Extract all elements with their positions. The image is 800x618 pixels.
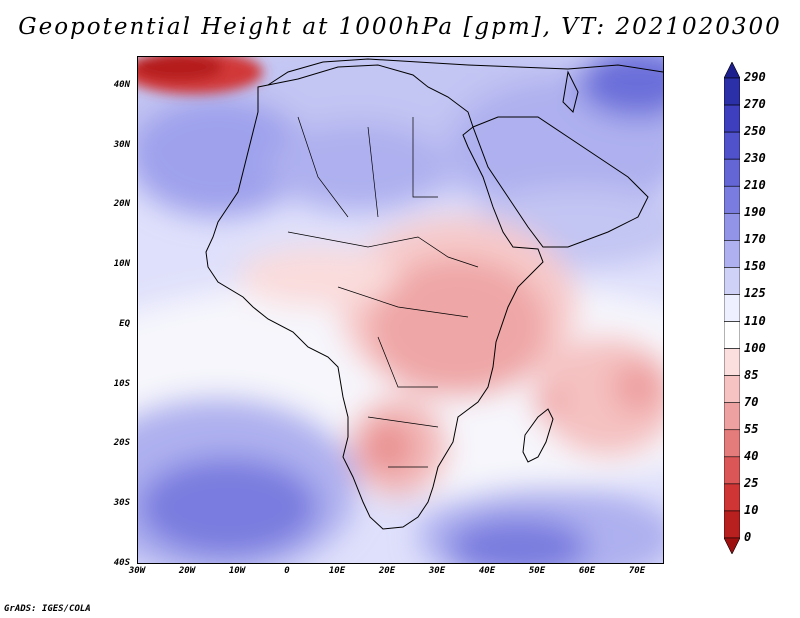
y-axis-label: 30S (113, 497, 130, 508)
colorbar-label: 210 (744, 178, 766, 193)
colorbar-swatch (724, 158, 740, 187)
grads-credit: GrADS: IGES/COLA (4, 604, 91, 614)
x-axis-label: 30E (428, 566, 446, 576)
colorbar (724, 62, 740, 554)
y-axis-label: 10S (113, 378, 130, 389)
colorbar-swatch (724, 483, 740, 512)
colorbar-label: 190 (744, 205, 766, 220)
colorbar-top-arrow (724, 62, 740, 79)
colorbar-swatch (724, 294, 740, 322)
x-axis-label: 70E (628, 566, 646, 576)
colorbar-label: 85 (744, 367, 759, 382)
colorbar-swatch (724, 267, 740, 295)
europe-coastline (267, 58, 663, 86)
colorbar-swatch (724, 104, 740, 133)
colorbar-label: 290 (744, 70, 766, 84)
colorbar-bottom-arrow (724, 537, 740, 554)
colorbar-swatch (724, 212, 740, 241)
colorbar-label: 170 (744, 232, 766, 247)
africa-coastline (205, 64, 544, 530)
height-field (138, 57, 663, 563)
colorbar-label: 40 (744, 448, 759, 463)
arabia-coastline (472, 116, 649, 248)
colorbar-label: 270 (744, 97, 766, 112)
x-axis-label: 50E (528, 566, 546, 576)
x-axis-label: 30W (128, 566, 146, 576)
colorbar-label: 110 (744, 313, 766, 328)
x-axis-label: 20E (378, 566, 396, 576)
map-panel (137, 56, 664, 564)
x-axis-label: 40E (478, 566, 496, 576)
colorbar-label: 150 (744, 259, 766, 274)
colorbar-label: 55 (744, 421, 759, 436)
y-axis-label: 20S (113, 438, 130, 449)
colorbar-swatch (724, 510, 740, 539)
colorbar-label: 70 (744, 394, 759, 409)
caspian-coastline (562, 70, 579, 113)
colorbar-swatch (724, 185, 740, 214)
y-axis-label: 40S (113, 557, 130, 568)
coastlines (205, 58, 663, 530)
colorbar-swatch (724, 429, 740, 458)
colorbar-label: 0 (744, 530, 752, 544)
y-axis-label: 20N (113, 199, 130, 210)
chart-title: Geopotential Height at 1000hPa [gpm], VT… (18, 14, 782, 40)
x-axis-label: 10E (328, 566, 346, 576)
inner-borders (287, 116, 479, 468)
colorbar-swatch (724, 402, 740, 431)
colorbar-swatch (724, 131, 740, 160)
map-canvas (138, 57, 663, 563)
madagascar-coastline (522, 408, 554, 463)
colorbar-label: 100 (744, 340, 766, 355)
x-axis-label: 0 (284, 566, 290, 576)
colorbar-label: 10 (744, 502, 759, 517)
colorbar-swatch (724, 348, 740, 376)
y-axis-label: EQ (119, 318, 130, 329)
y-axis-label: 30N (113, 139, 130, 150)
colorbar-swatch (724, 375, 740, 404)
x-axis-label: 20W (178, 566, 196, 576)
y-axis-label: 10N (113, 259, 130, 270)
colorbar-label: 250 (744, 124, 766, 139)
x-axis-label: 60E (578, 566, 596, 576)
colorbar-label: 230 (744, 151, 766, 166)
colorbar-swatch (724, 77, 740, 106)
colorbar-label: 125 (744, 286, 766, 301)
colorbar-swatch (724, 456, 740, 485)
colorbar-swatch (724, 240, 740, 268)
y-axis-label: 40N (113, 80, 130, 90)
x-axis-label: 10W (228, 566, 246, 576)
colorbar-label: 25 (744, 475, 759, 490)
colorbar-swatch (724, 321, 740, 349)
